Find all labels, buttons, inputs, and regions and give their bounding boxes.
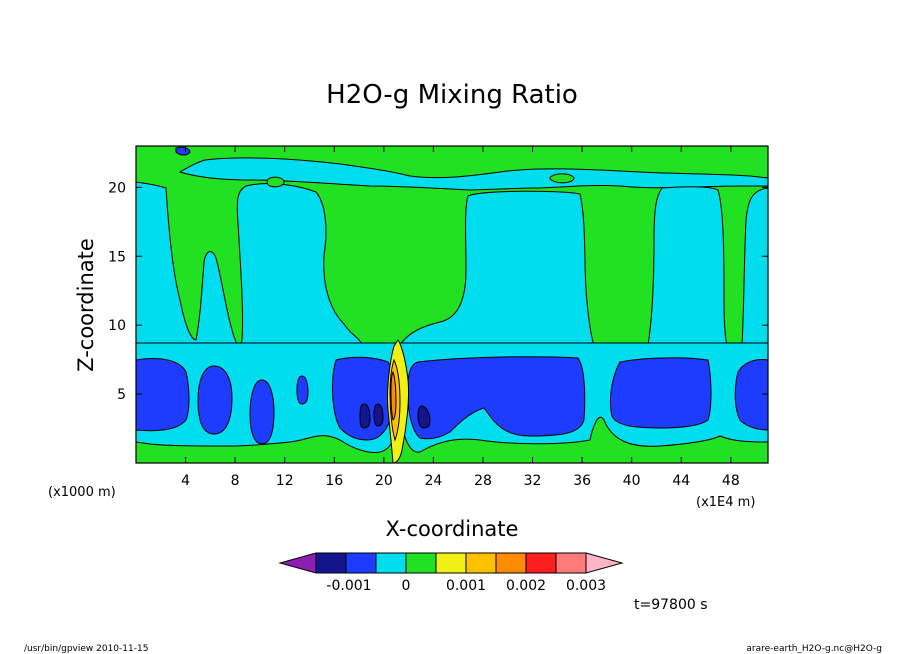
colorbar-swatch [345, 552, 377, 574]
footer-left: /usr/bin/gpview 2010-11-15 [24, 644, 148, 654]
time-label: t=97800 s [634, 597, 708, 613]
colorbar-low-triangle [278, 552, 317, 574]
x-tick-label: 40 [623, 473, 641, 489]
x-tick-label: 8 [231, 473, 240, 489]
colorbar [278, 552, 624, 574]
x-tick-label: 28 [474, 473, 492, 489]
colorbar-tick-label: 0.001 [446, 578, 486, 594]
x-tick-label: 4 [181, 473, 190, 489]
colorbar-swatch [435, 552, 467, 574]
plot-area [136, 146, 768, 463]
small-cell-top-1 [266, 176, 285, 188]
blue-cell-x0-5 [136, 358, 190, 432]
x-tick-label: 16 [325, 473, 343, 489]
blue-cell-x13 [296, 375, 309, 405]
colorbar-swatch [375, 552, 407, 574]
y-axis-label: Z-coordinate [74, 238, 98, 372]
colorbar-tick-label: -0.001 [326, 578, 371, 594]
colorbar-swatch [495, 552, 527, 574]
blue-cell-x22-36 [407, 356, 586, 440]
colorbar-swatch [555, 552, 587, 574]
x-tick-label: 32 [524, 473, 542, 489]
blue-cell-x48-51 [734, 359, 768, 431]
dark-cell-1 [359, 403, 371, 429]
colorbar-swatch [315, 552, 347, 574]
colorbar-swatch [525, 552, 557, 574]
x-tick-label: 20 [375, 473, 393, 489]
x-tick-label: 44 [672, 473, 690, 489]
blue-cell-x39-46 [609, 357, 712, 429]
x-axis: 4 8 12 16 20 24 28 32 36 40 44 48 [181, 146, 740, 489]
y-tick-label: 15 [108, 249, 126, 265]
colorbar-tick-label: 0 [402, 578, 411, 594]
dark-cell-2 [373, 403, 384, 427]
chart-title: H2O-g Mixing Ratio [326, 80, 578, 110]
x-tick-label: 48 [722, 473, 740, 489]
y-tick-label: 10 [108, 318, 126, 334]
x-axis-label: X-coordinate [386, 517, 519, 541]
y-tick-label: 20 [108, 180, 126, 196]
colorbar-swatch [465, 552, 497, 574]
colorbar-tick-labels: -0.001 0 0.001 0.002 0.003 [326, 578, 606, 594]
dark-cell-3 [417, 405, 431, 429]
colorbar-high-triangle [585, 552, 624, 574]
x-tick-label: 12 [276, 473, 294, 489]
updraft-inner-x21 [390, 370, 397, 421]
x-tick-label: 24 [424, 473, 442, 489]
blue-cell-x9-11 [249, 379, 275, 445]
colorbar-tick-label: 0.002 [506, 578, 546, 594]
colorbar-swatch [405, 552, 437, 574]
right-cyan-column [647, 186, 729, 346]
small-cell-top-3 [175, 146, 191, 156]
footer-right: arare-earth_H2O-g.nc@H2O-g [746, 644, 882, 654]
plot-frame [135, 145, 769, 464]
far-right-cyan [741, 187, 768, 346]
y-axis: 5 10 15 20 [108, 180, 768, 403]
central-cyan-column [399, 190, 595, 346]
upper-cyan-band [178, 157, 768, 191]
x-unit-label: (x1E4 m) [696, 495, 755, 510]
y-unit-label: (x1000 m) [48, 485, 116, 500]
blue-cell-x5-7 [197, 365, 233, 435]
y-tick-label: 5 [117, 387, 126, 403]
x-tick-label: 36 [573, 473, 591, 489]
colorbar-tick-label: 0.003 [566, 578, 606, 594]
small-cell-top-2 [549, 173, 575, 184]
